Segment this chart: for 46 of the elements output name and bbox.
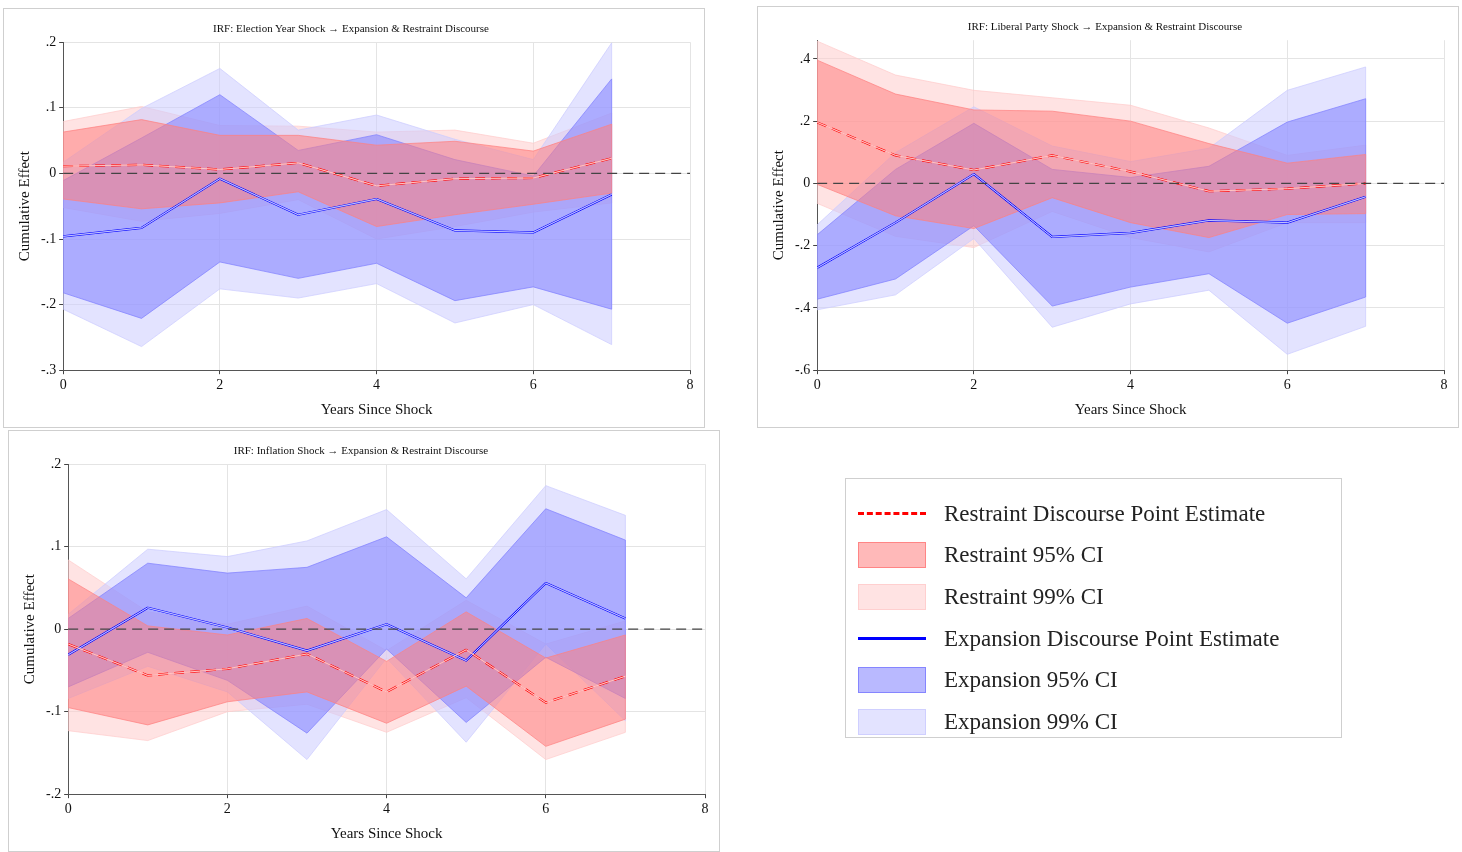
- x-tick-label: 4: [373, 377, 381, 393]
- legend-label: Restraint Discourse Point Estimate: [944, 500, 1266, 527]
- x-tick-label: 6: [1283, 377, 1291, 393]
- y-tick-label: 0: [54, 620, 62, 636]
- y-tick-label: .1: [50, 538, 62, 554]
- legend-label: Restraint 95% CI: [944, 542, 1104, 569]
- chart-title: IRF: Inflation Shock → Expansion & Restraint Discourse: [233, 444, 489, 457]
- chart-title: IRF: Liberal Party Shock → Expansion & Restraint Discourse: [967, 20, 1243, 33]
- x-tick-label: 4: [383, 801, 391, 817]
- y-axis-title: Cumulative Effect: [15, 150, 32, 262]
- x-tick-label: 8: [686, 377, 694, 393]
- x-tick-label: 4: [1127, 377, 1135, 393]
- y-tick-label: -.3: [40, 361, 57, 377]
- x-tick-label: 0: [64, 801, 72, 817]
- legend-label: Expansion 95% CI: [944, 667, 1118, 694]
- x-tick-label: 2: [216, 377, 224, 393]
- y-tick-label: .4: [799, 50, 811, 66]
- x-axis-title: Years Since Shock: [330, 824, 443, 841]
- y-tick-label: 0: [49, 165, 57, 181]
- x-tick-label: 2: [970, 377, 978, 393]
- x-tick-label: 6: [542, 801, 550, 817]
- y-tick-label: .2: [50, 455, 62, 471]
- legend-label: Expansion Discourse Point Estimate: [944, 625, 1280, 652]
- y-tick-label: -.6: [794, 361, 811, 377]
- x-tick-label: 0: [813, 377, 821, 393]
- y-tick-label: -.4: [794, 299, 811, 315]
- x-tick-label: 6: [529, 377, 537, 393]
- legend-label: Restraint 99% CI: [944, 583, 1104, 610]
- x-tick-label: 8: [1440, 377, 1448, 393]
- x-tick-label: 8: [701, 801, 709, 817]
- y-tick-label: -.2: [45, 785, 62, 801]
- y-tick-label: -.1: [45, 703, 62, 719]
- x-axis-title: Years Since Shock: [1074, 400, 1187, 417]
- y-tick-label: .1: [45, 99, 57, 115]
- y-tick-label: -.1: [40, 230, 57, 246]
- x-axis-title: Years Since Shock: [320, 400, 433, 417]
- legend-label: Expansion 99% CI: [944, 708, 1118, 735]
- y-tick-label: .2: [45, 33, 57, 49]
- y-axis-title: Cumulative Effect: [769, 149, 786, 261]
- y-tick-label: -.2: [794, 237, 811, 253]
- y-tick-label: 0: [803, 175, 811, 191]
- y-tick-label: -.2: [40, 296, 57, 312]
- y-axis-title: Cumulative Effect: [20, 573, 37, 685]
- chart-title: IRF: Election Year Shock → Expansion & Restraint Discourse: [213, 22, 490, 35]
- y-tick-label: .2: [799, 112, 811, 128]
- x-tick-label: 2: [223, 801, 231, 817]
